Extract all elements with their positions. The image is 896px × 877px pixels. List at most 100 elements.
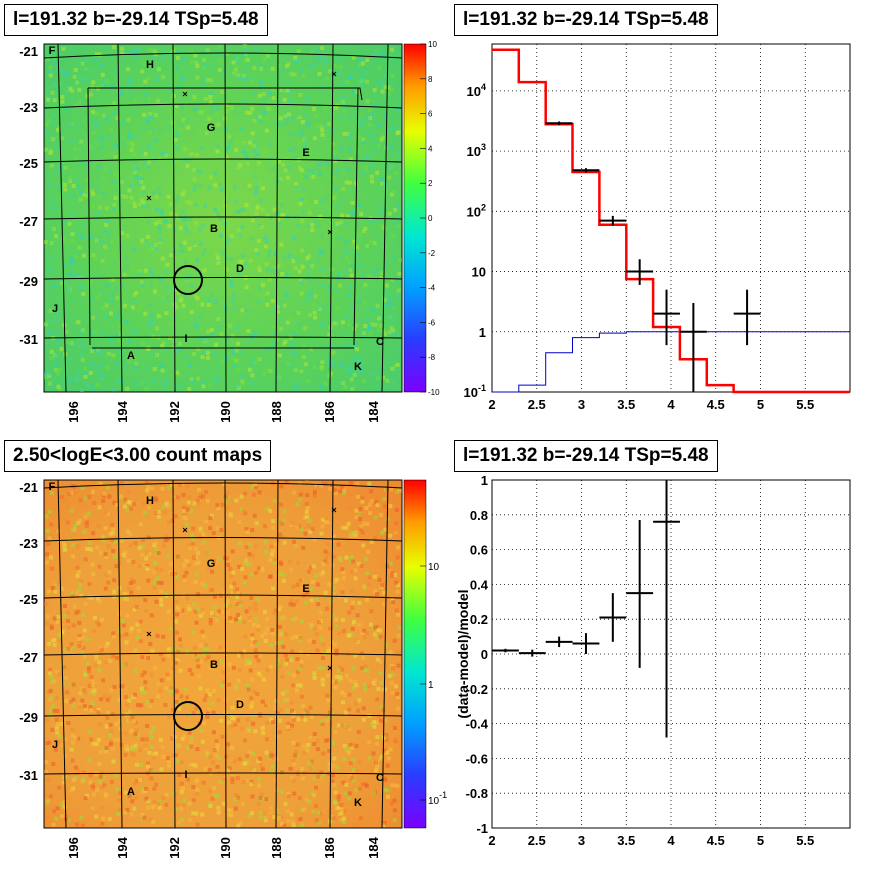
- map-pixel: [316, 602, 321, 607]
- map-pixel: [359, 212, 364, 217]
- map-pixel: [86, 758, 91, 763]
- map-pixel: [312, 302, 317, 307]
- map-pixel: [62, 804, 67, 809]
- map-pixel: [387, 175, 392, 180]
- map-pixel: [166, 82, 171, 87]
- map-pixel: [131, 247, 136, 252]
- map-pixel: [182, 240, 187, 245]
- map-pixel: [109, 84, 114, 89]
- map-pixel: [372, 724, 377, 729]
- map-pixel: [231, 570, 236, 575]
- map-pixel: [340, 590, 345, 595]
- map-pixel: [302, 145, 307, 150]
- map-pixel: [298, 193, 303, 198]
- map-pixel: [222, 663, 227, 668]
- map-pixel: [208, 175, 213, 180]
- map-pixel: [385, 750, 390, 755]
- map-pixel: [139, 762, 144, 767]
- map-pixel: [293, 368, 298, 373]
- map-pixel: [199, 242, 204, 246]
- map-pixel: [139, 686, 144, 691]
- map-pixel: [70, 702, 75, 707]
- map-pixel: [229, 513, 234, 518]
- map-pixel: [286, 725, 291, 730]
- map-pixel: [379, 512, 384, 517]
- map-pixel: [292, 539, 296, 544]
- map-pixel: [191, 167, 196, 172]
- map-pixel: [306, 274, 311, 278]
- map-pixel: [253, 154, 258, 159]
- map-pixel: [371, 751, 376, 756]
- map-pixel: [73, 527, 77, 532]
- map-pixel: [278, 177, 283, 181]
- map-pixel: [286, 101, 291, 106]
- map-pixel: [85, 188, 90, 192]
- map-pixel: [304, 138, 308, 143]
- map-pixel: [195, 64, 200, 69]
- map-pixel: [204, 489, 209, 494]
- map-pixel: [265, 291, 270, 296]
- map-pixel: [245, 214, 250, 219]
- map-pixel: [334, 617, 339, 622]
- map-pixel: [242, 649, 247, 654]
- map-pixel: [58, 638, 63, 643]
- map-pixel: [129, 327, 134, 332]
- map-pixel: [275, 305, 280, 309]
- map-pixel: [351, 768, 356, 773]
- map-pixel: [354, 508, 359, 513]
- map-pixel: [237, 314, 241, 319]
- map-pixel: [136, 344, 141, 349]
- map-pixel: [205, 647, 210, 652]
- map-pixel: [134, 361, 139, 366]
- map-pixel: [266, 267, 271, 272]
- map-pixel: [308, 705, 313, 710]
- map-pixel: [291, 740, 296, 745]
- map-pixel: [321, 481, 326, 486]
- map-pixel: [207, 692, 212, 697]
- map-pixel: [174, 688, 179, 693]
- map-pixel: [78, 215, 83, 220]
- map-pixel: [125, 613, 130, 618]
- map-pixel: [356, 561, 361, 566]
- map-pixel: [226, 237, 231, 241]
- map-pixel: [46, 97, 51, 102]
- map-pixel: [54, 354, 59, 359]
- map-pixel: [250, 794, 255, 799]
- map-pixel: [155, 576, 160, 581]
- map-pixel: [115, 502, 120, 507]
- map-pixel: [129, 195, 134, 200]
- map-pixel: [209, 242, 214, 247]
- map-pixel: [335, 765, 339, 770]
- map-pixel: [97, 599, 102, 604]
- map-pixel: [182, 734, 187, 739]
- map-pixel: [279, 708, 284, 713]
- region-label-J: J: [52, 739, 58, 751]
- map-pixel: [248, 258, 253, 263]
- map-pixel: [61, 681, 66, 686]
- map-pixel: [312, 626, 317, 631]
- map-pixel: [71, 786, 76, 791]
- map-pixel: [289, 598, 294, 603]
- map-pixel: [130, 267, 135, 272]
- map-pixel: [93, 615, 97, 620]
- map-pixel: [211, 531, 216, 536]
- map-pixel: [247, 749, 252, 754]
- blue-model-step: [492, 331, 850, 393]
- map-pixel: [153, 70, 158, 75]
- map-pixel: [257, 671, 261, 676]
- map-pixel: [223, 96, 228, 101]
- map-pixel: [332, 488, 337, 493]
- map-pixel: [127, 188, 132, 193]
- map-pixel: [334, 648, 339, 653]
- map-pixel: [159, 568, 164, 573]
- map-pixel: [126, 85, 131, 89]
- map-pixel: [346, 267, 350, 272]
- map-pixel: [372, 87, 377, 92]
- map-pixel: [127, 793, 132, 798]
- map-pixel: [181, 249, 186, 254]
- map-pixel: [242, 44, 247, 48]
- colorbar-tick-label: -4: [428, 284, 436, 293]
- map-pixel: [337, 283, 342, 288]
- map-pixel: [46, 118, 51, 123]
- map-pixel: [337, 594, 342, 599]
